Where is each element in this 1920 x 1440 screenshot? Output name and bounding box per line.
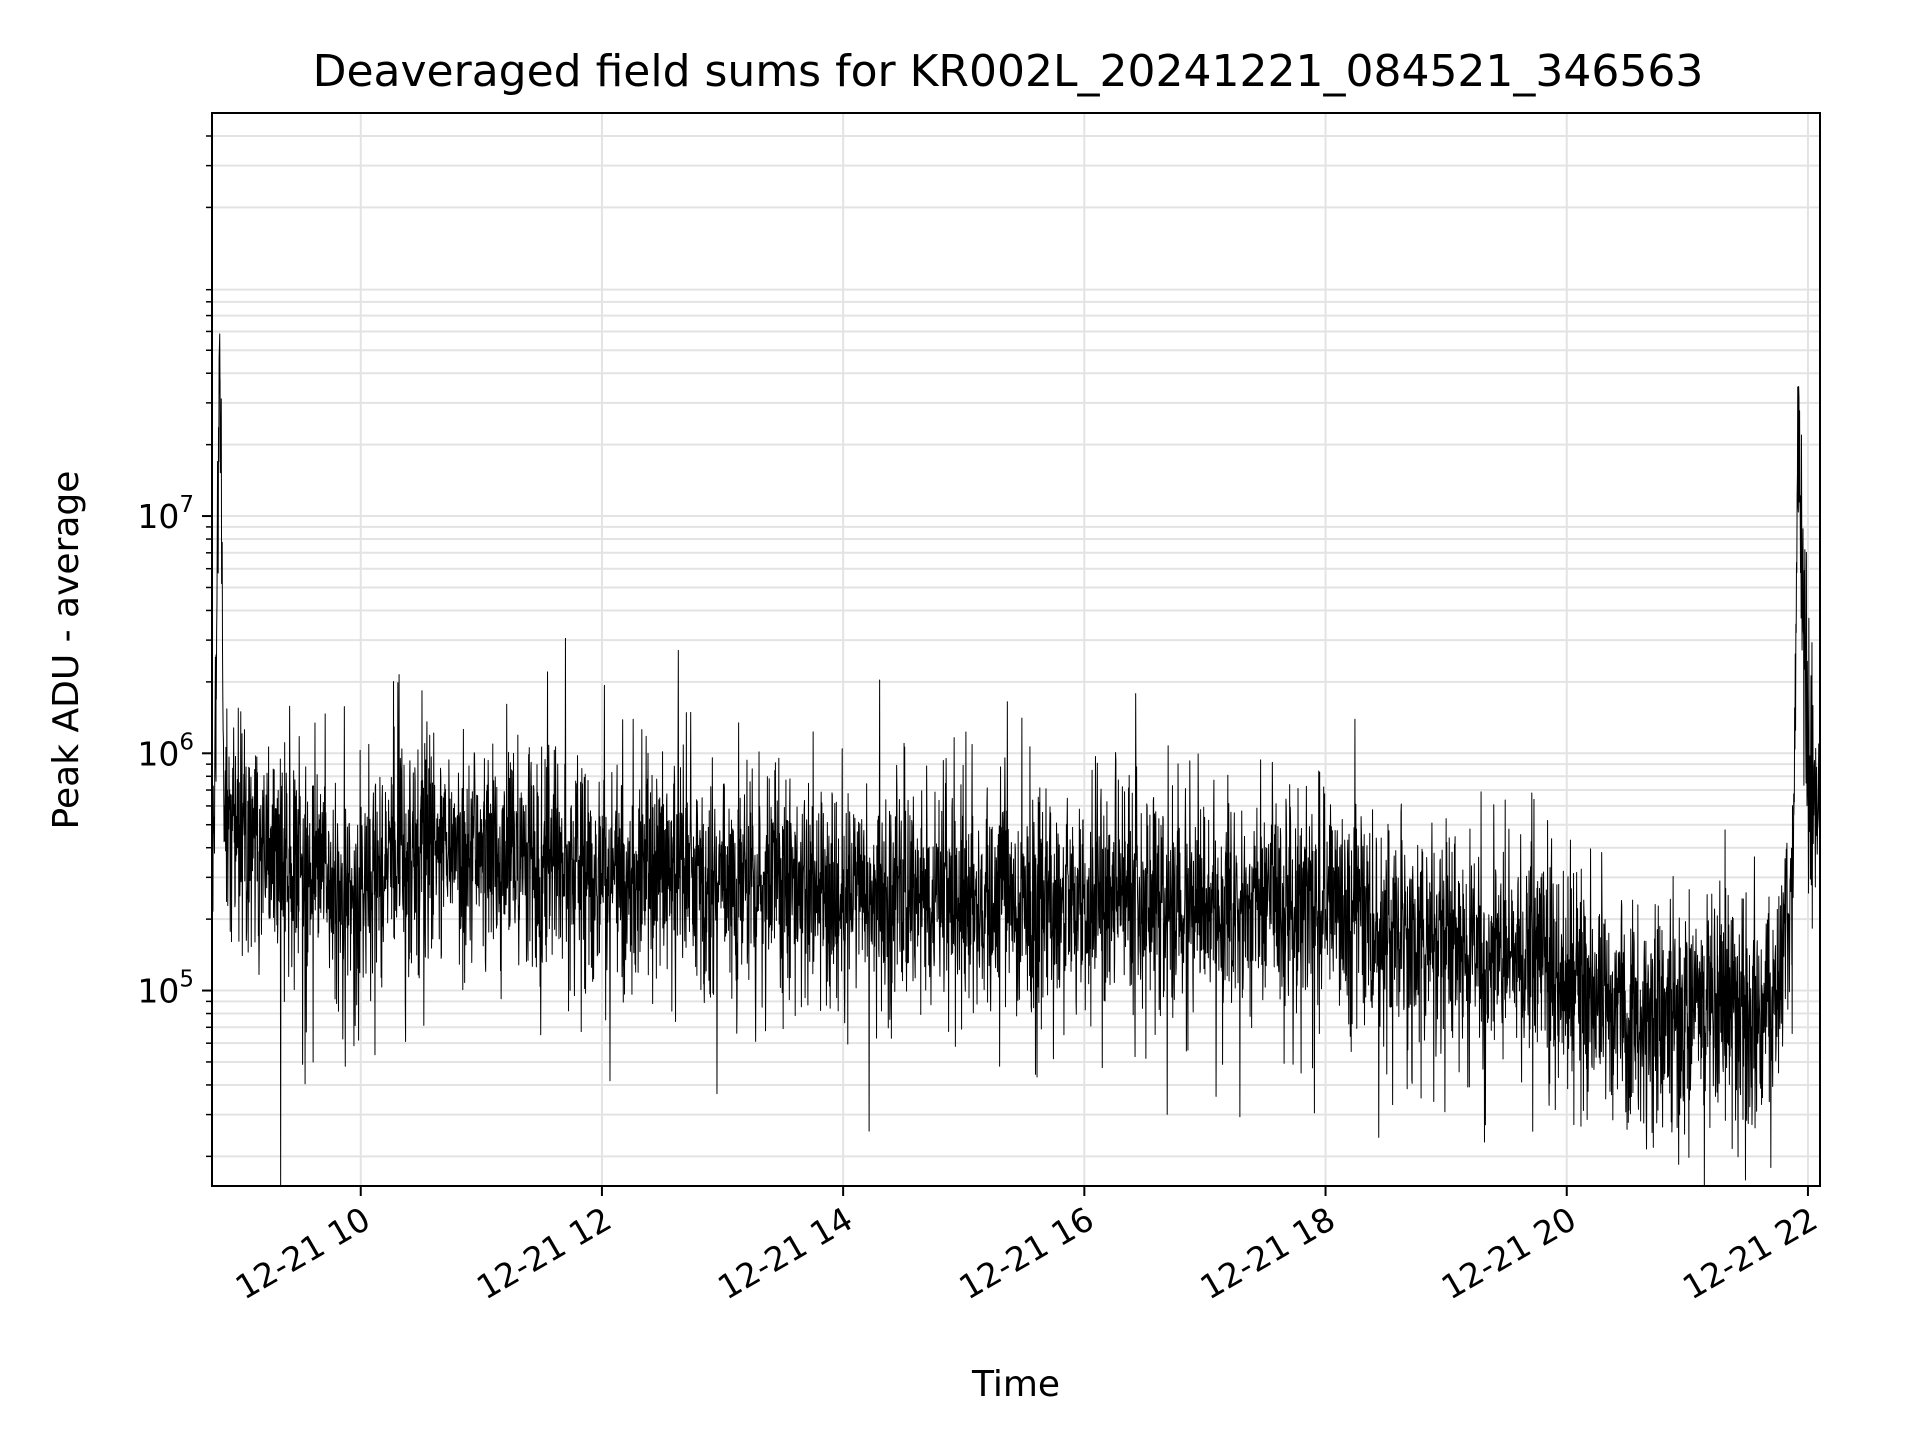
y-ticks: 105 106 107 [137, 135, 212, 1158]
series-line [211, 333, 1821, 1187]
y-tick-label: 106 [137, 729, 194, 773]
series-group [211, 333, 1821, 1187]
plot-frame [211, 112, 1821, 1187]
y-axis-label: Peak ADU - average [46, 471, 87, 830]
chart-title: Deaveraged field sums for KR002L_2024122… [313, 46, 1704, 97]
y-tick-label: 105 [137, 967, 194, 1011]
x-axis-label: Time [971, 1364, 1060, 1405]
y-tick-label: 107 [137, 492, 194, 536]
